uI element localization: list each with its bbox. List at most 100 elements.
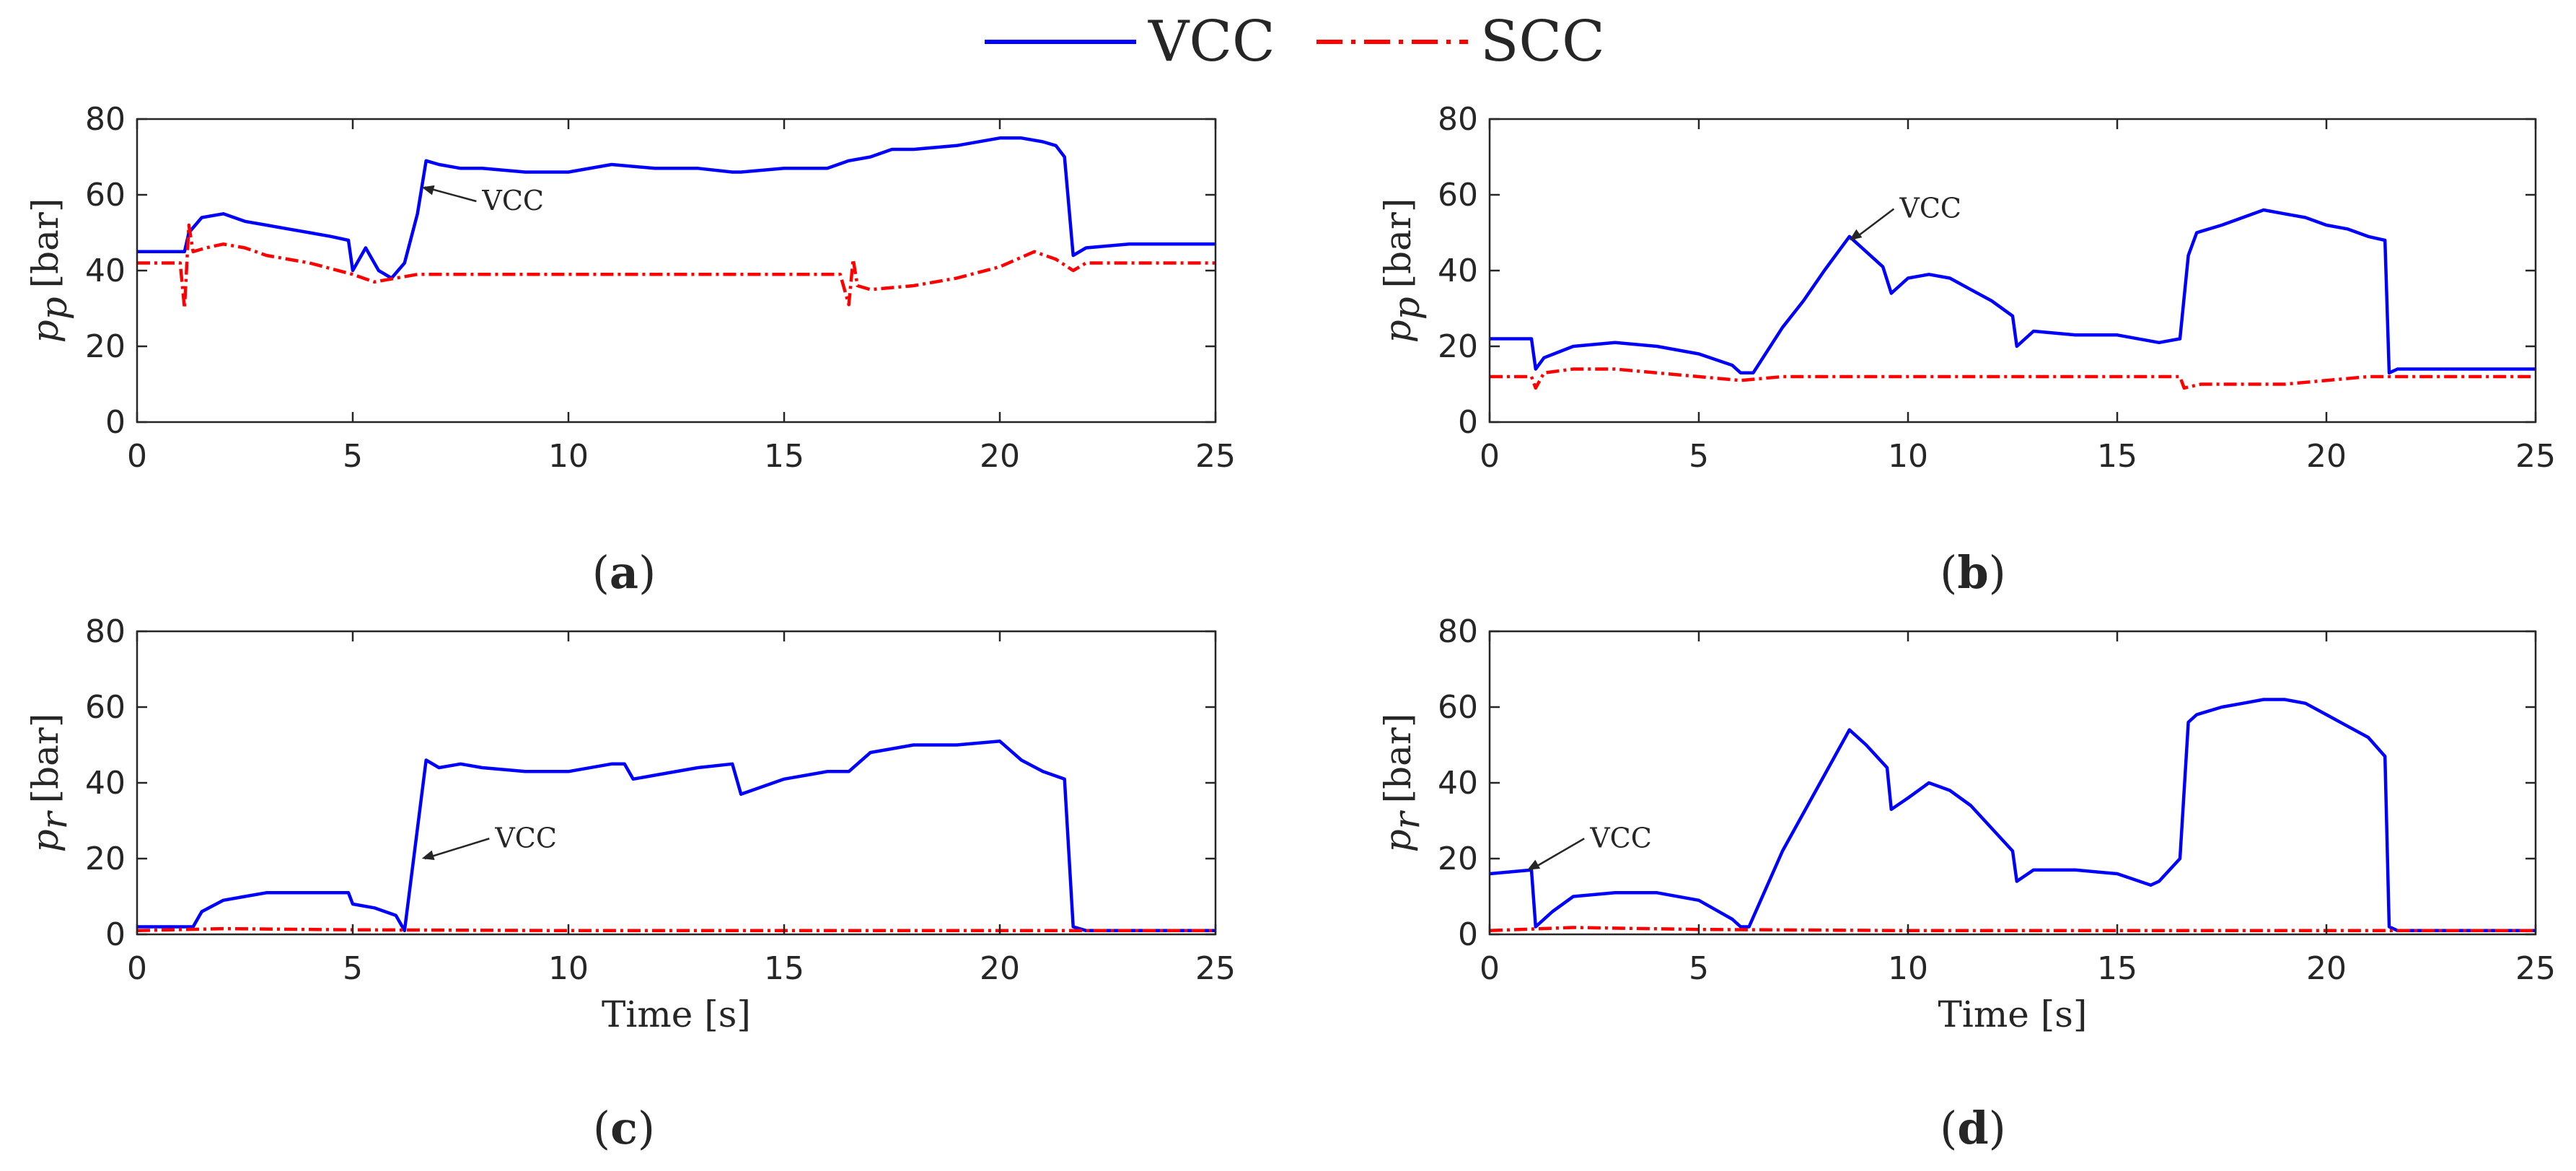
panel-label: (d) [1940, 1102, 2006, 1154]
x-tick-label: 10 [548, 438, 589, 475]
x-tick-label: 25 [1195, 950, 1236, 987]
annotation-label: VCC [494, 822, 557, 854]
y-tick-label: 60 [1438, 177, 1478, 214]
panel-paren: ( [1940, 546, 1957, 599]
y-tick-label: 60 [1438, 689, 1478, 726]
panel-a: 0 5 10 15 20 25 0 20 40 60 80 pp [bar] VCC (a) [25, 101, 1236, 599]
x-tick-label: 10 [548, 950, 589, 987]
legend: VCC SCC [985, 9, 1605, 74]
x-tick-label: 5 [343, 950, 363, 987]
axes-frame [136, 630, 1217, 936]
y-axis-subscript: p [1386, 297, 1428, 320]
x-tick-label: 20 [980, 950, 1020, 987]
x-tick-label: 10 [1888, 438, 1928, 475]
y-axis-subscript: r [33, 810, 75, 829]
x-tick-label: 15 [2097, 438, 2137, 475]
panel-paren: ( [1940, 1102, 1957, 1154]
y-tick-label: 80 [85, 613, 126, 650]
y-tick-label: 40 [85, 765, 126, 802]
y-axis-symbol: p [25, 320, 66, 343]
panel-d: 0 5 10 15 20 25 0 20 40 60 80 pr [bar] Time [s] VCC (d) [1377, 613, 2556, 1154]
series-line-vcc [137, 136, 1216, 280]
y-axis-symbol: p [25, 829, 66, 852]
y-tick-label: 80 [1438, 101, 1478, 138]
y-axis-subscript: r [1386, 810, 1428, 829]
y-axis-unit: [bar] [25, 714, 66, 804]
x-tick-label: 0 [1480, 950, 1500, 987]
series-group [137, 136, 1216, 310]
annotation-label: VCC [1589, 822, 1652, 854]
annotation-label: VCC [481, 185, 544, 216]
y-tick-label: 40 [1438, 253, 1478, 289]
y-tick-label: 60 [85, 689, 126, 726]
y-tick-label: 20 [1438, 841, 1478, 877]
panel-paren: ) [1989, 1102, 2006, 1154]
series-line-vcc [1490, 208, 2536, 375]
y-axis-label: pp [bar] [25, 198, 75, 343]
series-group [137, 740, 1216, 933]
panel-letter: c [610, 1102, 638, 1154]
panel-paren: ( [593, 1102, 610, 1154]
panel-label: (b) [1940, 546, 2006, 599]
series-line-vcc [137, 740, 1216, 933]
axes-frame [1488, 630, 2537, 936]
y-axis-label: pp [bar] [1377, 198, 1428, 343]
y-tick-label: 0 [1458, 916, 1478, 953]
panel-label: (a) [592, 546, 656, 599]
x-tick-label: 25 [1195, 438, 1236, 475]
y-axis-subscript: p [33, 297, 75, 320]
y-axis-label: pr [bar] [25, 714, 75, 853]
y-tick-label: 40 [1438, 765, 1478, 802]
panel-letter: b [1957, 546, 1988, 599]
x-tick-label: 5 [343, 438, 363, 475]
series-line-scc [1490, 926, 2536, 933]
panel-paren: ) [1989, 546, 2006, 599]
x-tick-label: 0 [1480, 438, 1500, 475]
annotation-arrowhead [421, 850, 435, 861]
series-line-vcc [1490, 698, 2536, 933]
x-tick-label: 20 [980, 438, 1020, 475]
x-tick-label: 15 [2097, 950, 2137, 987]
x-tick-label: 15 [764, 950, 804, 987]
axes-frame [136, 118, 1217, 424]
annotation-arrowhead [421, 185, 435, 196]
y-tick-label: 80 [85, 101, 126, 138]
y-axis-unit: [bar] [1377, 714, 1419, 804]
series-group [1490, 208, 2536, 390]
x-tick-label: 20 [2306, 950, 2347, 987]
annotation-label: VCC [1899, 193, 1961, 224]
x-tick-label: 0 [127, 438, 147, 475]
y-tick-label: 20 [1438, 328, 1478, 365]
y-tick-label: 0 [105, 916, 126, 953]
x-tick-label: 5 [1689, 438, 1709, 475]
panel-paren: ) [638, 1102, 655, 1154]
annotation-arrowhead [1527, 859, 1541, 870]
y-tick-label: 40 [85, 253, 126, 289]
y-tick-label: 60 [85, 177, 126, 214]
y-tick-label: 20 [85, 328, 126, 365]
y-axis-label: pr [bar] [1377, 714, 1428, 853]
panel-label: (c) [593, 1102, 655, 1154]
legend-scc-label: SCC [1480, 9, 1605, 74]
x-tick-label: 15 [764, 438, 804, 475]
panel-paren: ) [638, 546, 656, 599]
panel-c: 0 5 10 15 20 25 0 20 40 60 80 pr [bar] Time [s] VCC (c) [25, 613, 1236, 1154]
panel-letter: a [610, 546, 638, 599]
y-axis-symbol: p [1377, 320, 1419, 343]
x-axis-label: Time [s] [602, 994, 751, 1035]
x-tick-label: 0 [127, 950, 147, 987]
panel-paren: ( [592, 546, 610, 599]
panel-b: 0 5 10 15 20 25 0 20 40 60 80 pp [bar] VCC (b) [1377, 101, 2556, 599]
series-group [1490, 698, 2536, 933]
y-axis-unit: [bar] [25, 198, 66, 289]
x-axis-label: Time [s] [1938, 994, 2088, 1035]
annotation-leader [1529, 838, 1585, 871]
series-line-scc [1490, 367, 2536, 390]
y-tick-label: 20 [85, 841, 126, 877]
y-tick-label: 0 [1458, 404, 1478, 441]
y-axis-unit: [bar] [1377, 198, 1419, 289]
y-tick-label: 80 [1438, 613, 1478, 650]
y-axis-symbol: p [1377, 829, 1419, 852]
panel-letter: d [1957, 1102, 1988, 1154]
